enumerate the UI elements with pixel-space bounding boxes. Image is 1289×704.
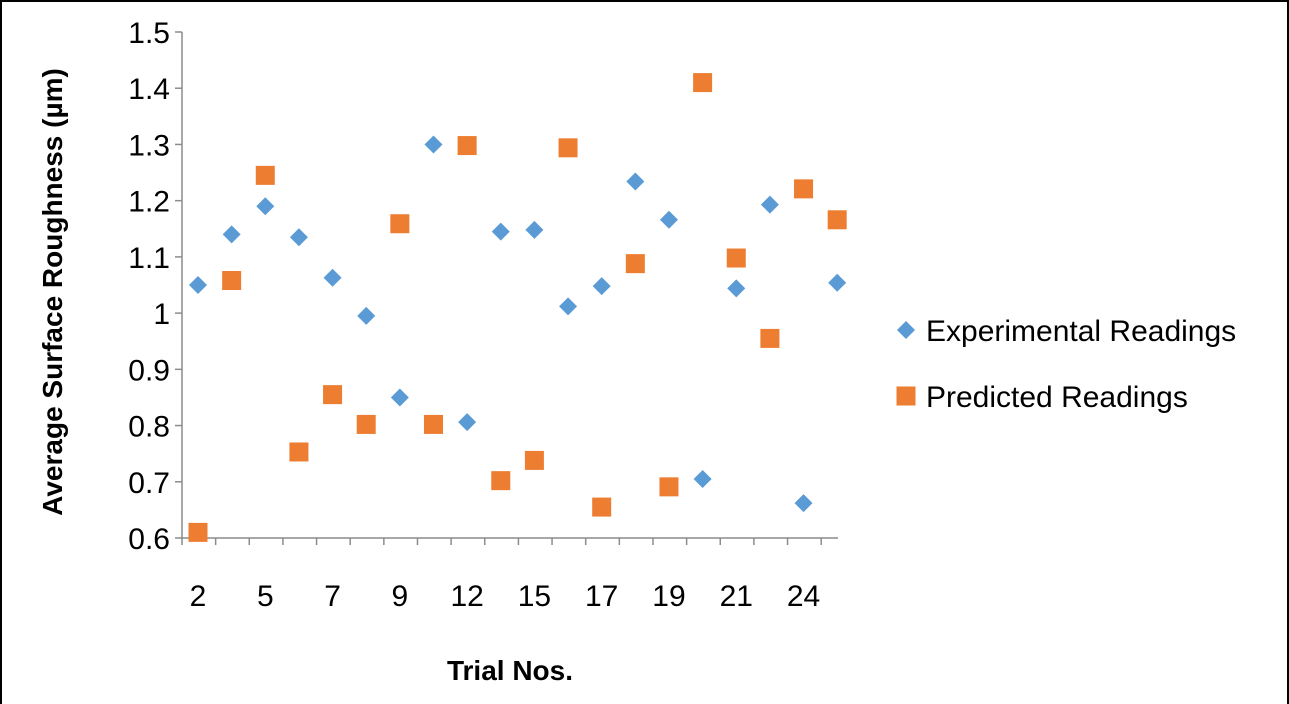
experimental-point [525, 220, 544, 239]
predicted-point [491, 471, 511, 491]
y-tick-label: 1 [153, 298, 170, 331]
y-tick-label: 1.5 [128, 17, 170, 50]
experimental-point [491, 222, 510, 241]
predicted-point [423, 414, 443, 434]
predicted-point [726, 248, 746, 268]
y-tick-label: 1.2 [128, 186, 170, 219]
legend-label-predicted: Predicted Readings [926, 381, 1188, 414]
legend-marker-predicted [896, 386, 916, 406]
y-tick-label: 0.6 [128, 523, 170, 556]
predicted-point [356, 414, 376, 434]
x-tick-label: 17 [585, 580, 618, 613]
y-tick-label: 0.8 [128, 411, 170, 444]
predicted-point [323, 385, 343, 405]
predicted-point [827, 210, 847, 230]
experimental-point [458, 413, 477, 432]
experimental-point [390, 388, 409, 407]
experimental-point [357, 306, 376, 325]
experimental-point [424, 135, 443, 154]
legend: Experimental Readings Predicted Readings [896, 315, 1236, 414]
y-tick-label: 0.7 [128, 467, 170, 500]
predicted-point [255, 165, 275, 185]
series-experimental [189, 135, 847, 513]
x-tick-label: 21 [720, 580, 753, 613]
x-tick-label: 7 [324, 580, 341, 613]
experimental-point [189, 276, 207, 294]
x-tick-label: 15 [518, 580, 551, 613]
predicted-point [289, 442, 309, 462]
legend-label-experimental: Experimental Readings [926, 315, 1236, 348]
legend-marker-experimental [897, 321, 915, 339]
y-tick-label: 1.4 [128, 73, 170, 106]
experimental-point [222, 225, 241, 244]
predicted-point [188, 522, 208, 542]
y-tick-label: 1.3 [128, 129, 170, 162]
x-tick-label: 24 [787, 580, 820, 613]
y-tick-label: 0.9 [128, 354, 170, 387]
experimental-point [828, 273, 847, 292]
predicted-point [693, 73, 713, 93]
series-predicted [188, 73, 847, 542]
experimental-point [659, 210, 678, 229]
predicted-point [794, 179, 814, 199]
experimental-point [760, 195, 779, 214]
x-tick-label: 12 [450, 580, 483, 613]
predicted-point [457, 136, 477, 156]
predicted-point [592, 497, 612, 517]
experimental-point [289, 228, 308, 247]
x-tick-label: 5 [257, 580, 274, 613]
predicted-point [558, 138, 578, 158]
experimental-point [559, 297, 578, 316]
x-tick-labels: 2 5 7 9 12 15 17 19 21 24 [190, 580, 821, 613]
experimental-point [626, 172, 645, 191]
x-tick-label: 9 [392, 580, 409, 613]
predicted-point [760, 328, 780, 348]
experimental-point [323, 268, 342, 287]
x-tick-label: 2 [190, 580, 207, 613]
x-axis-title: Trial Nos. [447, 655, 573, 686]
y-tick-labels: 0.6 0.7 0.8 0.9 1 1.1 1.2 1.3 1.4 1.5 [128, 17, 170, 556]
y-axis-title: Average Surface Roughness (µm) [37, 68, 68, 516]
experimental-point [794, 494, 813, 513]
data-marks [188, 73, 847, 542]
axes [175, 31, 838, 545]
y-tick-label: 1.1 [128, 242, 170, 275]
predicted-point [390, 214, 410, 234]
experimental-point [693, 469, 712, 488]
experimental-point [256, 197, 275, 216]
x-tick-label: 19 [652, 580, 685, 613]
experimental-point [727, 279, 746, 298]
predicted-point [659, 477, 679, 497]
predicted-point [524, 450, 544, 470]
experimental-point [592, 277, 611, 296]
predicted-point [222, 271, 242, 291]
predicted-point [625, 254, 645, 274]
